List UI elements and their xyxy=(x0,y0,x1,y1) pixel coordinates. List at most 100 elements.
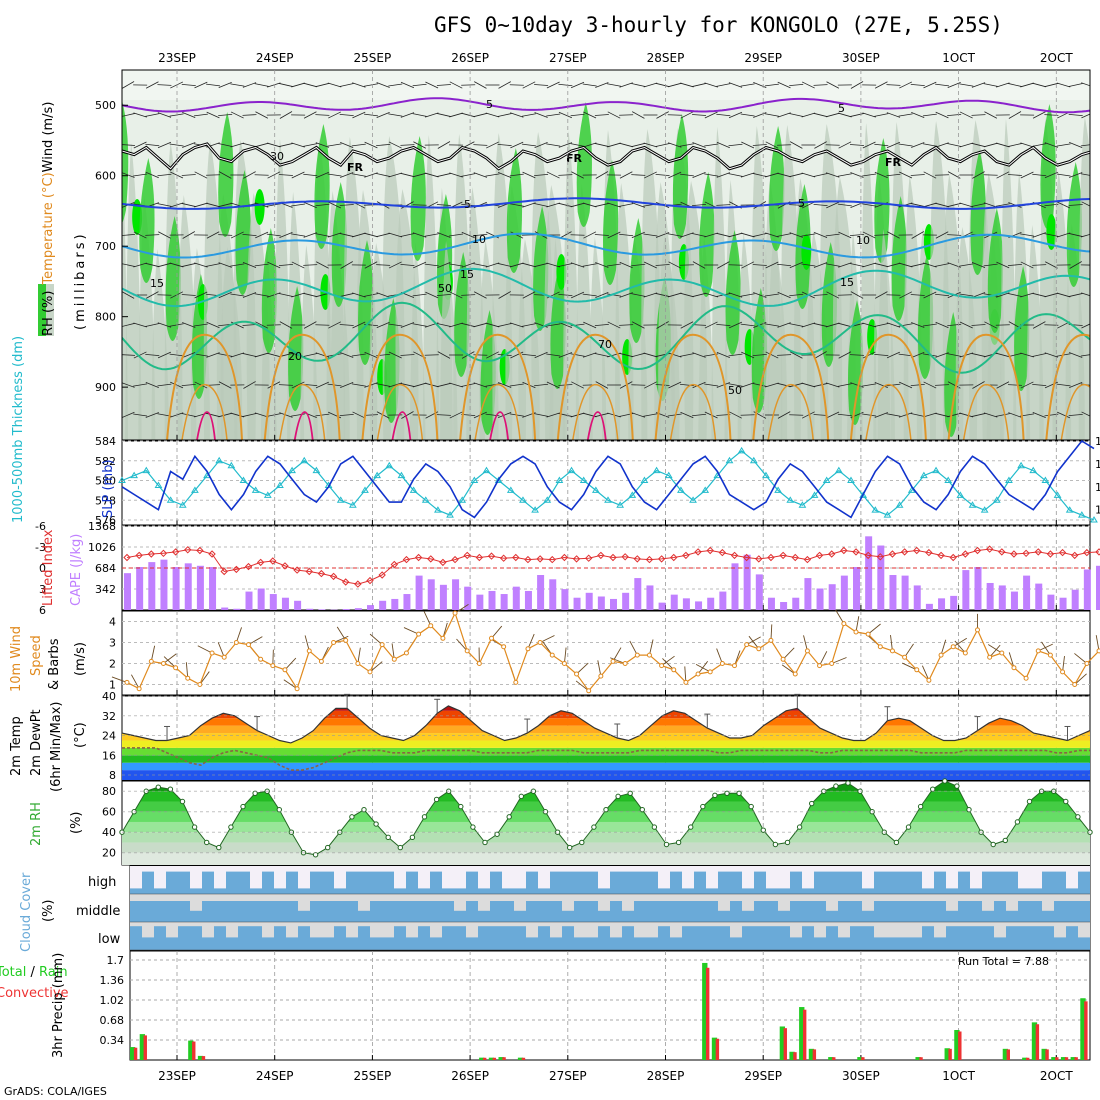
wind-barb xyxy=(668,142,682,148)
wind-barb xyxy=(546,323,561,327)
wind-barb xyxy=(716,382,731,388)
wind-barb xyxy=(509,262,524,268)
wind-barb xyxy=(510,231,524,239)
cape-bar xyxy=(743,554,751,610)
wind-speed-point xyxy=(768,637,774,643)
wind-barb xyxy=(157,262,172,268)
wind-barb xyxy=(436,414,451,416)
rh-grey-plume xyxy=(409,242,426,440)
contour-value-label: 15 xyxy=(840,276,854,289)
cape-bar xyxy=(573,597,581,610)
precip-total-bar xyxy=(702,962,708,1060)
wind-barb xyxy=(1020,171,1034,179)
cloud-cell xyxy=(610,871,622,894)
wind-barb xyxy=(995,413,1010,417)
wind-barb xyxy=(904,643,914,658)
slp-line xyxy=(121,439,1095,519)
cloud-cell xyxy=(850,901,862,922)
wind-barb xyxy=(922,113,937,117)
li-point xyxy=(718,548,727,557)
rh-point xyxy=(155,784,162,790)
wind-barb xyxy=(910,203,925,207)
cloud-cell-bg xyxy=(274,866,286,894)
wind-barb xyxy=(491,625,503,639)
run-total: Run Total = 7.88 xyxy=(958,955,1049,968)
cloud-cell xyxy=(814,937,826,950)
precip-conv-bar xyxy=(502,1057,506,1060)
contour-value-label: 20 xyxy=(288,350,302,363)
thickness-point xyxy=(859,491,868,498)
rh-point xyxy=(1063,798,1069,805)
wind-barb xyxy=(631,412,646,418)
cloud-cell xyxy=(490,871,502,894)
wind-barb xyxy=(303,143,318,147)
cloud-cell xyxy=(1078,901,1090,922)
cloud-cell xyxy=(886,871,898,894)
wind-barb xyxy=(874,81,888,89)
wind-barb xyxy=(649,639,654,656)
rh-point xyxy=(833,783,839,789)
wind-barb xyxy=(582,202,597,208)
wind-barb xyxy=(898,412,913,418)
cloud-cell xyxy=(874,871,886,894)
wind-barb xyxy=(1020,261,1034,269)
cape-bar xyxy=(306,608,314,610)
rh-point xyxy=(917,803,924,810)
precip-conv-bar xyxy=(492,1057,497,1060)
wind-barb xyxy=(764,113,779,117)
wind-speed-point xyxy=(489,635,494,641)
wind-barb xyxy=(789,172,804,178)
cloud-cell xyxy=(646,871,658,894)
wind-barb xyxy=(436,113,451,117)
li-tick-label: -6 xyxy=(35,520,46,533)
wind-barb xyxy=(193,323,208,327)
cloud-cell-bg xyxy=(1066,866,1078,894)
wind-barb xyxy=(582,142,597,148)
precip-conv-bar xyxy=(201,1056,206,1060)
wind-barb xyxy=(716,323,731,327)
cloud-cell xyxy=(754,901,766,922)
wind-barb xyxy=(242,353,257,357)
cloud-cell xyxy=(502,926,514,950)
li-point xyxy=(536,555,544,563)
contour-value-label: 5 xyxy=(486,98,493,111)
wind-barb xyxy=(813,383,828,387)
wind-barb xyxy=(266,203,281,207)
wind-speed-point xyxy=(513,679,519,685)
wind-barb xyxy=(995,352,1010,358)
wind-barb xyxy=(716,648,723,664)
wind-barb xyxy=(850,263,864,267)
wind-barb xyxy=(684,666,687,683)
wind-speed-point xyxy=(1096,648,1100,654)
wind-barb xyxy=(631,263,646,267)
wind-barb xyxy=(777,172,791,178)
wind-barb xyxy=(558,322,573,328)
rh-green-plume xyxy=(410,136,426,261)
cloud-cell xyxy=(334,888,346,894)
thickness-point xyxy=(154,481,163,488)
wind-barb xyxy=(1056,173,1071,177)
wind-barb xyxy=(328,111,342,119)
wind-barb xyxy=(911,112,925,118)
wind-barb xyxy=(315,233,330,237)
wind-barb xyxy=(157,351,172,359)
cloud-cell xyxy=(598,926,610,950)
cloud-cell xyxy=(274,926,286,950)
wind-barb xyxy=(473,291,487,299)
cloud-cell-bg xyxy=(190,866,202,894)
rh-green-plume xyxy=(288,286,304,411)
ylabel-slp: SLP (mb) xyxy=(101,459,116,518)
precip-total-bar xyxy=(944,1048,950,1060)
wind-barb xyxy=(789,382,804,388)
thickness-point xyxy=(567,466,576,474)
bottom-date-axis: 23SEP 24SEP 25SEP 26SEP 27SEP 28SEP 29SEP 30SEP… xyxy=(158,1069,1073,1083)
wind-barb xyxy=(364,83,378,87)
wind-speed-point xyxy=(294,686,300,692)
cloud-cell xyxy=(250,888,262,894)
wind-barb xyxy=(473,144,488,146)
li-tick-label: -3 xyxy=(35,541,46,554)
wind-barb xyxy=(254,352,269,358)
cloud-cell xyxy=(574,901,586,922)
wind-barb xyxy=(887,231,900,239)
